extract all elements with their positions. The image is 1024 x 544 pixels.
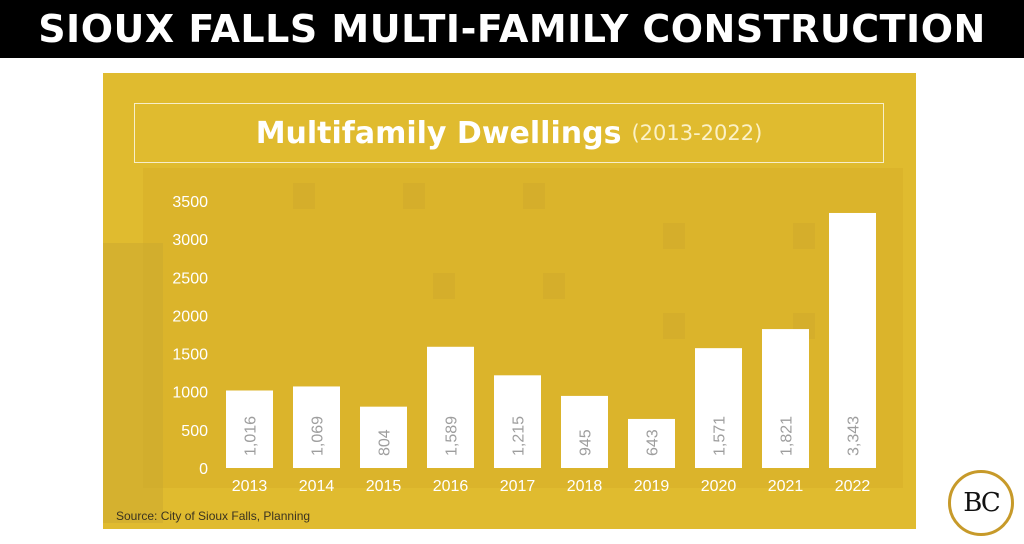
y-tick-label-3: 1500 bbox=[172, 347, 208, 364]
y-tick-label-0: 0 bbox=[199, 461, 208, 478]
bar-2015 bbox=[360, 406, 407, 468]
x-tick-label-2016: 2016 bbox=[433, 478, 469, 495]
chart-panel: Multifamily Dwellings (2013-2022) 0 500 10… bbox=[103, 73, 916, 529]
bar-2014 bbox=[293, 386, 340, 468]
value-label-2021: 1,821 bbox=[779, 416, 796, 456]
y-tick-label-7: 3500 bbox=[172, 194, 208, 211]
x-tick-label-2017: 2017 bbox=[500, 478, 536, 495]
x-tick-label-2022: 2022 bbox=[835, 478, 871, 495]
bc-logo: BC bbox=[948, 470, 1014, 536]
x-tick-label-2021: 2021 bbox=[768, 478, 804, 495]
value-label-2018: 945 bbox=[578, 429, 595, 456]
value-label-2013: 1,016 bbox=[243, 416, 260, 456]
y-tick-label-4: 2000 bbox=[172, 308, 208, 325]
x-tick-label-2013: 2013 bbox=[232, 478, 268, 495]
x-tick-label-2014: 2014 bbox=[299, 478, 335, 495]
bar-2013 bbox=[226, 390, 273, 468]
header-banner: SIOUX FALLS MULTI-FAMILY CONSTRUCTION bbox=[0, 0, 1024, 58]
x-tick-label-2015: 2015 bbox=[366, 478, 402, 495]
bar-2016 bbox=[427, 346, 474, 468]
bar-2019 bbox=[628, 418, 675, 468]
value-label-2016: 1,589 bbox=[444, 416, 461, 456]
x-tick-label-2018: 2018 bbox=[567, 478, 603, 495]
bar-2021 bbox=[762, 329, 809, 468]
chart-title-box: Multifamily Dwellings (2013-2022) bbox=[134, 103, 884, 163]
bar-2018 bbox=[561, 395, 608, 468]
y-tick-label-5: 2500 bbox=[172, 270, 208, 287]
y-tick-label-2: 1000 bbox=[172, 385, 208, 402]
value-label-2022: 3,343 bbox=[846, 416, 863, 456]
value-label-2014: 1,069 bbox=[310, 416, 327, 456]
value-label-2017: 1,215 bbox=[511, 416, 528, 456]
bar-chart: 0 500 1000 1500 2000 2500 3000 3500 1,016 2013 1,0… bbox=[172, 194, 876, 495]
bar-2022 bbox=[829, 212, 876, 468]
bar-2017 bbox=[494, 375, 541, 468]
logo-text: BC bbox=[963, 488, 1001, 518]
chart-title: Multifamily Dwellings bbox=[255, 115, 622, 151]
chart-subtitle: (2013-2022) bbox=[631, 121, 763, 145]
value-label-2019: 643 bbox=[645, 429, 662, 456]
value-label-2020: 1,571 bbox=[712, 416, 729, 456]
source-note: Source: City of Sioux Falls, Planning bbox=[116, 509, 311, 523]
x-tick-label-2019: 2019 bbox=[634, 478, 670, 495]
bar-2020 bbox=[695, 348, 742, 468]
y-tick-label-6: 3000 bbox=[172, 232, 208, 249]
x-tick-label-2020: 2020 bbox=[701, 478, 737, 495]
y-tick-label-1: 500 bbox=[181, 423, 208, 440]
banner-title: SIOUX FALLS MULTI-FAMILY CONSTRUCTION bbox=[38, 7, 986, 51]
value-label-2015: 804 bbox=[377, 429, 394, 456]
